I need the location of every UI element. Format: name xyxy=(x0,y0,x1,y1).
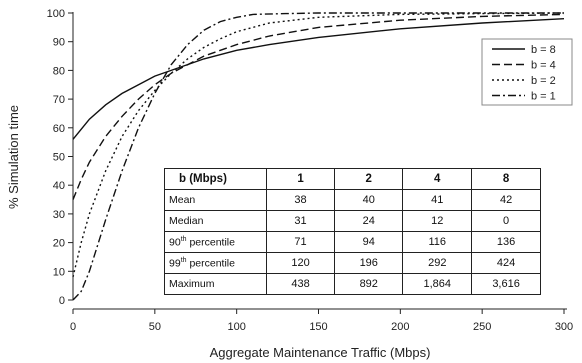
table-cell: 42 xyxy=(471,189,541,211)
table-cell: 292 xyxy=(402,252,473,274)
row-label-99th-percentile: 99th percentile xyxy=(164,252,267,274)
x-tick-label: 0 xyxy=(70,321,76,333)
table-cell: 40 xyxy=(334,189,404,211)
table-cell: 38 xyxy=(265,189,336,211)
legend: b = 8 b = 4 b = 2 b = 1 xyxy=(481,38,573,106)
x-ticks: 0 50 100 150 200 250 300 xyxy=(70,309,573,333)
y-tick-label: 100 xyxy=(47,8,65,20)
row-label-90th-percentile: 90th percentile xyxy=(164,231,267,253)
row-label-rest: percentile xyxy=(186,236,235,249)
x-tick-label: 300 xyxy=(555,321,573,333)
table-column-header: 8 xyxy=(471,168,541,190)
table-cell: 196 xyxy=(334,252,404,274)
y-tick-label: 80 xyxy=(53,65,65,77)
row-label-rest: percentile xyxy=(186,257,235,270)
y-tick-label: 10 xyxy=(53,266,65,278)
table-cell: 1,864 xyxy=(402,273,473,295)
table-cell: 71 xyxy=(265,231,336,253)
series-lines xyxy=(72,12,565,301)
table-cell: 892 xyxy=(334,273,404,295)
series-line-3 xyxy=(72,12,565,278)
y-tick-label: 20 xyxy=(53,238,65,250)
legend-label: b = 2 xyxy=(531,75,556,87)
table-cell: 136 xyxy=(471,231,541,253)
x-tick-label: 50 xyxy=(149,321,161,333)
table-cell: 120 xyxy=(265,252,336,274)
table-cell: 12 xyxy=(402,210,473,232)
table-row: 99th percentile 120 196 292 424 xyxy=(164,252,541,274)
y-tick-label: 30 xyxy=(53,209,65,221)
table-column-header: 1 xyxy=(265,168,336,190)
stats-table: b (Mbps) 1 2 4 8 Mean 38 40 41 42 Median… xyxy=(164,168,541,295)
table-row: Median 31 24 12 0 xyxy=(164,210,541,232)
y-tick-label: 50 xyxy=(53,152,65,164)
table-header-row: b (Mbps) 1 2 4 8 xyxy=(164,168,541,190)
table-column-header: 2 xyxy=(334,168,404,190)
table-cell: 24 xyxy=(334,210,404,232)
row-label-number: 90 xyxy=(169,236,181,249)
table-cell: 438 xyxy=(265,273,336,295)
table-cell: 31 xyxy=(265,210,336,232)
table-corner-header: b (Mbps) xyxy=(164,168,267,190)
legend-label: b = 8 xyxy=(531,44,556,56)
x-tick-label: 150 xyxy=(309,321,327,333)
row-label-number: 99 xyxy=(169,257,181,270)
series-line-4 xyxy=(72,12,564,301)
table-column-header: 4 xyxy=(402,168,473,190)
legend-label: b = 4 xyxy=(531,60,556,72)
row-label-median: Median xyxy=(164,210,267,232)
row-label-suffix: th xyxy=(180,235,187,243)
y-tick-label: 90 xyxy=(53,37,65,49)
x-axis-title: Aggregate Maintenance Traffic (Mbps) xyxy=(210,345,431,360)
x-tick-label: 250 xyxy=(473,321,491,333)
y-axis-title: % Simulation time xyxy=(6,105,21,209)
legend-box xyxy=(481,38,573,106)
table-cell: 94 xyxy=(334,231,404,253)
table-cell: 0 xyxy=(471,210,541,232)
table-cell: 116 xyxy=(402,231,473,253)
y-tick-label: 40 xyxy=(53,180,65,192)
table-cell: 424 xyxy=(471,252,541,274)
table-row: 90th percentile 71 94 116 136 xyxy=(164,231,541,253)
row-label-maximum: Maximum xyxy=(164,273,267,295)
x-tick-label: 100 xyxy=(227,321,245,333)
legend-label: b = 1 xyxy=(531,91,556,103)
table-cell: 41 xyxy=(402,189,473,211)
table-row: Mean 38 40 41 42 xyxy=(164,189,541,211)
row-label-mean: Mean xyxy=(164,189,267,211)
table-cell: 3,616 xyxy=(471,273,541,295)
y-ticks: 0 10 20 30 40 50 60 70 80 90 100 xyxy=(47,8,73,307)
y-tick-label: 70 xyxy=(53,94,65,106)
series-line-2 xyxy=(72,13,565,200)
table-row: Maximum 438 892 1,864 3,616 xyxy=(164,273,541,295)
row-label-suffix: th xyxy=(180,256,187,264)
x-tick-label: 200 xyxy=(391,321,409,333)
y-tick-label: 60 xyxy=(53,123,65,135)
y-tick-label: 0 xyxy=(59,295,65,307)
